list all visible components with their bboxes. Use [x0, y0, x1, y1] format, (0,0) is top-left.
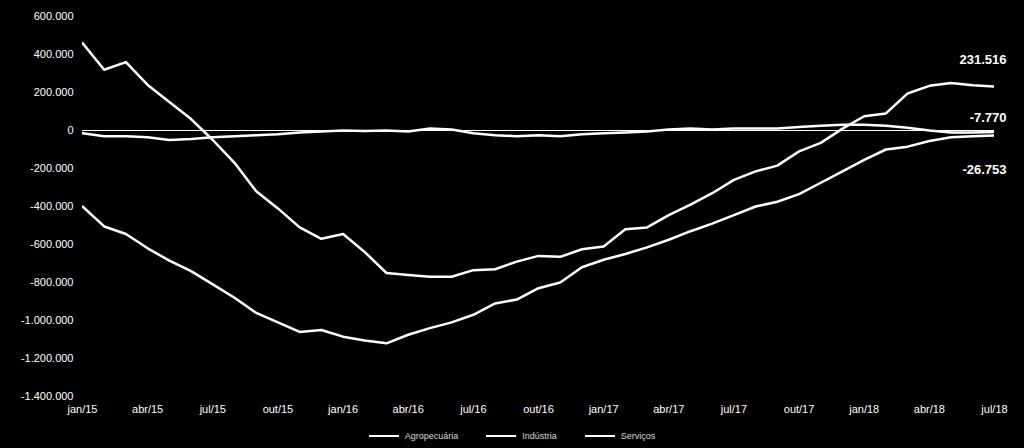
svg-text:jul/15: jul/15 — [199, 403, 226, 415]
svg-text:0: 0 — [67, 124, 73, 136]
svg-text:-200.000: -200.000 — [30, 162, 73, 174]
svg-text:jan/15: jan/15 — [67, 403, 98, 415]
html-text:Indústria: Indústria — [522, 431, 557, 441]
svg-text:abr/16: abr/16 — [393, 403, 424, 415]
svg-text:out/16: out/16 — [523, 403, 554, 415]
svg-text:-600.000: -600.000 — [30, 238, 73, 250]
svg-text:-1.000.000: -1.000.000 — [21, 314, 74, 326]
svg-text:out/15: out/15 — [263, 403, 294, 415]
html-text:Serviços: Serviços — [620, 431, 656, 441]
svg-text:-800.000: -800.000 — [30, 276, 73, 288]
svg-text:abr/17: abr/17 — [653, 403, 684, 415]
svg-text:-1.200.000: -1.200.000 — [21, 352, 74, 364]
svg-text:jul/16: jul/16 — [459, 403, 486, 415]
svg-text:jul/17: jul/17 — [720, 403, 747, 415]
svg-text:-26.753: -26.753 — [962, 162, 1006, 177]
svg-text:jul/18: jul/18 — [980, 403, 1007, 415]
svg-text:abr/15: abr/15 — [132, 403, 163, 415]
svg-text:abr/18: abr/18 — [914, 403, 945, 415]
svg-text:jan/18: jan/18 — [848, 403, 879, 415]
svg-text:jan/17: jan/17 — [588, 403, 619, 415]
svg-text:-1.400.000: -1.400.000 — [21, 390, 74, 402]
html-text:Agropecuária: Agropecuária — [404, 431, 459, 441]
svg-text:200.000: 200.000 — [34, 86, 74, 98]
svg-text:jan/16: jan/16 — [327, 403, 358, 415]
svg-text:600.000: 600.000 — [34, 10, 74, 22]
svg-text:231.516: 231.516 — [960, 52, 1007, 67]
svg-text:-7.770: -7.770 — [970, 110, 1007, 125]
svg-text:400.000: 400.000 — [34, 48, 74, 60]
svg-text:-400.000: -400.000 — [30, 200, 73, 212]
svg-text:out/17: out/17 — [784, 403, 815, 415]
